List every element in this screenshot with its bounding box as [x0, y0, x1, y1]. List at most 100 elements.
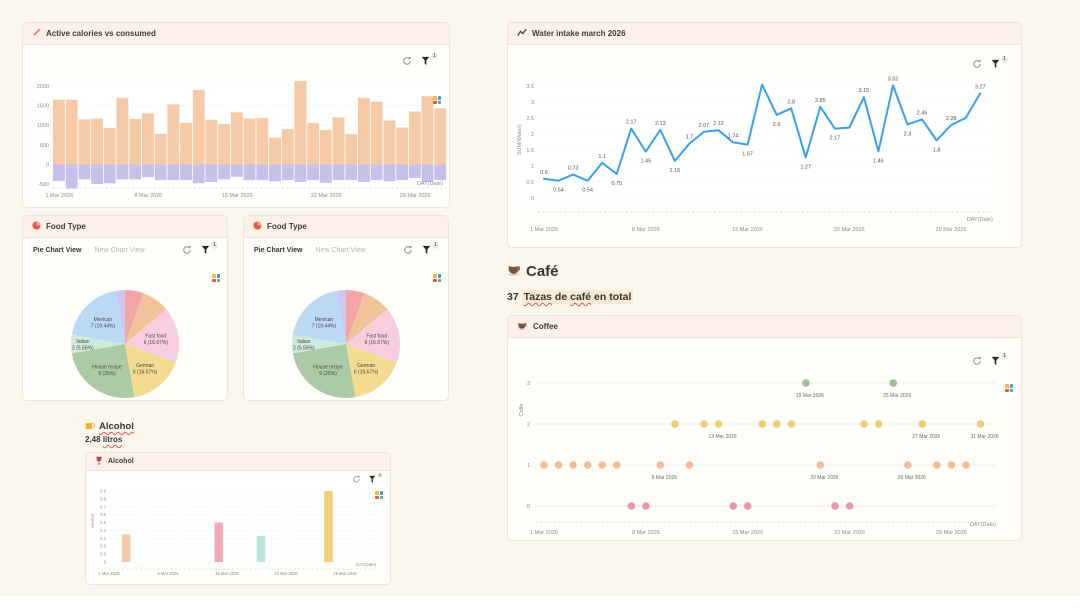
- svg-text:1: 1: [527, 463, 530, 469]
- food-card-tools: 1: [182, 242, 218, 255]
- tab-new-chart-view[interactable]: New Chart View: [315, 246, 366, 254]
- svg-text:15 Mar 2026: 15 Mar 2026: [215, 571, 239, 576]
- tab-pie-chart-view[interactable]: Pie Chart View: [33, 246, 82, 254]
- food-type-card-1: Food Type Pie Chart View New Chart View …: [22, 215, 228, 401]
- svg-text:29 Mar 2026: 29 Mar 2026: [333, 571, 357, 576]
- pencil-icon: [32, 28, 41, 39]
- svg-text:1.27: 1.27: [800, 164, 811, 170]
- svg-text:1000: 1000: [37, 123, 49, 129]
- water-card-title: Water intake march 2026: [532, 29, 626, 38]
- filter-badge: 1: [431, 53, 438, 60]
- svg-text:0.1: 0.1: [100, 552, 106, 557]
- palette-icon[interactable]: [1005, 384, 1013, 392]
- alcohol-section-label: Alcohol: [99, 421, 134, 432]
- svg-text:2 (5.56%): 2 (5.56%): [72, 346, 94, 352]
- refresh-icon[interactable]: [182, 245, 192, 255]
- svg-text:19 Mar 2026: 19 Mar 2026: [796, 393, 824, 399]
- svg-text:Italian: Italian: [297, 339, 311, 345]
- svg-text:8 Mar 2026: 8 Mar 2026: [632, 227, 660, 233]
- svg-text:2.5: 2.5: [526, 116, 534, 122]
- refresh-icon[interactable]: [402, 56, 412, 66]
- svg-text:0.54: 0.54: [553, 188, 564, 194]
- refresh-icon[interactable]: [403, 245, 413, 255]
- filter-icon[interactable]: 1: [991, 56, 1008, 69]
- wine-glass-icon: [95, 456, 103, 467]
- water-chart: 0 0.5 1 1.5 2 2.5 3 3.5 0.6 0.54 0.73 0.54 1.1 0.75 2.…: [514, 76, 993, 233]
- water-card-header: Water intake march 2026: [508, 23, 1021, 45]
- svg-text:3.15: 3.15: [859, 88, 870, 94]
- svg-text:0.75: 0.75: [611, 181, 622, 187]
- svg-text:1.7: 1.7: [686, 135, 694, 141]
- svg-text:-500: -500: [38, 182, 49, 188]
- filter-icon[interactable]: 1: [422, 242, 439, 255]
- pie-icon: [32, 221, 41, 232]
- refresh-icon[interactable]: [972, 59, 982, 69]
- svg-text:3: 3: [527, 381, 530, 387]
- svg-text:9 (25%): 9 (25%): [98, 371, 116, 377]
- svg-text:3: 3: [531, 100, 534, 106]
- filter-icon[interactable]: 1: [201, 242, 218, 255]
- svg-text:2.8: 2.8: [787, 99, 795, 105]
- filter-icon[interactable]: 1: [991, 353, 1008, 366]
- alcohol-card-header: Alcohol: [86, 453, 390, 471]
- filter-badge: 1: [432, 242, 439, 249]
- svg-text:2.12: 2.12: [713, 121, 724, 127]
- svg-text:1 Mar 2026: 1 Mar 2026: [530, 530, 558, 536]
- svg-text:2: 2: [527, 422, 530, 428]
- filter-icon[interactable]: 1: [421, 53, 438, 66]
- alcohol-chart: 0 0.1 0.2 0.3 0.4 0.5 0.6 0.7 0.8 0.9 1 Mar 2026 8 …: [90, 477, 377, 576]
- svg-text:0.5: 0.5: [100, 520, 106, 525]
- svg-text:DAY(Date): DAY(Date): [356, 562, 377, 567]
- palette-icon[interactable]: [212, 274, 220, 282]
- svg-text:1.16: 1.16: [670, 168, 681, 174]
- svg-text:2.46: 2.46: [917, 110, 928, 116]
- svg-text:7 (19.44%): 7 (19.44%): [312, 323, 337, 329]
- svg-text:Fast food: Fast food: [145, 334, 166, 340]
- calories-card-header: Active calories vs consumed: [23, 23, 449, 45]
- svg-text:2: 2: [531, 132, 534, 138]
- cafe-section-label: Café: [526, 263, 559, 280]
- palette-icon[interactable]: [375, 491, 383, 499]
- svg-text:House recipe: House recipe: [313, 365, 343, 371]
- svg-text:6 (16.67%): 6 (16.67%): [144, 340, 169, 346]
- svg-text:3.52: 3.52: [888, 76, 899, 82]
- svg-text:0.3: 0.3: [100, 536, 106, 541]
- svg-text:31 Mar 2026: 31 Mar 2026: [970, 434, 998, 440]
- palette-icon[interactable]: [433, 274, 441, 282]
- svg-text:26 Mar 2026: 26 Mar 2026: [898, 475, 926, 481]
- svg-text:9 (25%): 9 (25%): [319, 371, 337, 377]
- svg-text:0: 0: [527, 504, 530, 510]
- refresh-icon[interactable]: [972, 356, 982, 366]
- svg-text:2.13: 2.13: [655, 121, 666, 127]
- alcohol-total: 2,48 litros: [85, 435, 123, 444]
- svg-text:0.6: 0.6: [100, 512, 106, 517]
- alcohol-card-title: Alcohol: [108, 458, 134, 465]
- svg-text:1.67: 1.67: [742, 152, 753, 158]
- coffee-card-header: Coffee: [508, 316, 1021, 338]
- refresh-icon[interactable]: [352, 475, 361, 484]
- palette-icon[interactable]: [433, 96, 441, 104]
- svg-text:1.46: 1.46: [873, 158, 884, 164]
- water-card: Water intake march 2026 1 0 0.5 1 1.5 2 2.5 3 3…: [507, 22, 1022, 248]
- svg-text:1500: 1500: [37, 104, 49, 110]
- svg-text:DAY(Date): DAY(Date): [967, 217, 993, 223]
- svg-text:Alcohol: Alcohol: [90, 514, 95, 528]
- svg-text:27 Mar 2026: 27 Mar 2026: [912, 434, 940, 440]
- alcohol-section-title: Alcohol: [85, 420, 134, 433]
- svg-text:2.17: 2.17: [829, 136, 840, 142]
- svg-text:9 Mar 2026: 9 Mar 2026: [652, 475, 678, 481]
- filter-icon[interactable]: 1: [368, 472, 383, 484]
- svg-text:2.85: 2.85: [815, 98, 826, 104]
- beer-icon: [85, 420, 95, 433]
- svg-text:2.28: 2.28: [946, 116, 957, 122]
- tab-pie-chart-view[interactable]: Pie Chart View: [254, 246, 303, 254]
- tab-new-chart-view[interactable]: New Chart View: [94, 246, 145, 254]
- svg-text:1.1: 1.1: [598, 154, 606, 160]
- coffee-card-title: Coffee: [533, 322, 558, 331]
- svg-text:2.07: 2.07: [699, 123, 710, 129]
- svg-text:29 Mar 2026: 29 Mar 2026: [936, 227, 967, 233]
- calories-card-title: Active calories vs consumed: [46, 29, 156, 38]
- svg-text:25 Mar 2026: 25 Mar 2026: [883, 393, 911, 399]
- svg-text:Mexican: Mexican: [315, 317, 334, 323]
